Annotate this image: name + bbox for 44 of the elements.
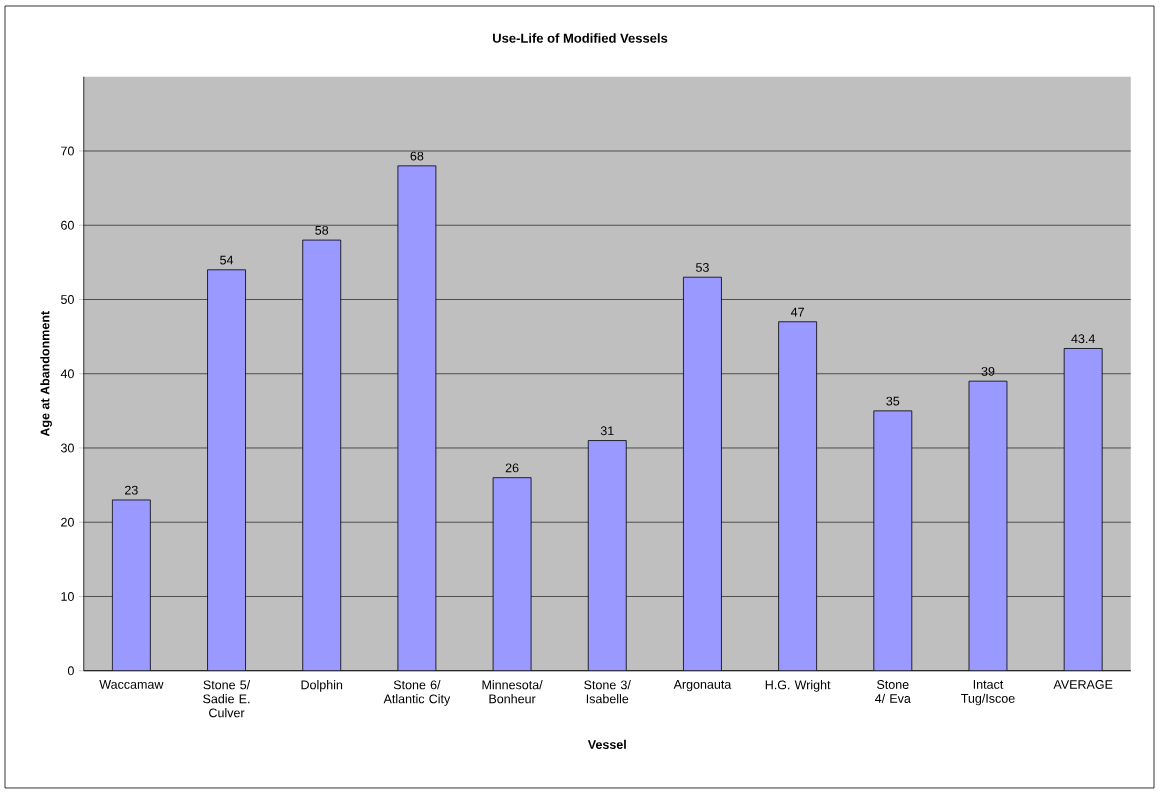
x-tick-label: Minnesota/ Bonheur <box>482 680 543 704</box>
y-tick-label: 20 <box>61 517 74 527</box>
data-label: 23 <box>125 485 138 495</box>
bar <box>207 269 246 671</box>
bar <box>493 477 532 671</box>
data-label: 39 <box>981 366 995 376</box>
x-axis-title: Vessel <box>587 739 626 749</box>
data-label: 35 <box>886 396 900 406</box>
y-tick-label: 30 <box>60 443 74 453</box>
x-tick-label: Stone 5/ Sadie E. Culver <box>203 680 251 718</box>
data-label: 58 <box>315 225 329 235</box>
x-tick-label: Waccamaw <box>99 680 164 689</box>
x-tick-label: Stone 3/ Isabelle <box>584 680 631 704</box>
x-tick-label: H.G. Wright <box>765 680 831 692</box>
y-tick-label: 40 <box>60 369 74 379</box>
x-tick-label: Dolphin <box>301 680 343 692</box>
x-tick-label: AVERAGE <box>1053 680 1113 689</box>
x-tick-label: Stone 6/ Atlantic City <box>383 680 451 706</box>
data-label: 68 <box>410 151 424 161</box>
bar <box>968 381 1007 671</box>
bar <box>112 499 151 671</box>
bar <box>873 410 912 671</box>
chart-title: Use-Life of Modified Vessels <box>493 33 668 43</box>
bar <box>302 240 341 671</box>
data-label: 53 <box>695 263 709 272</box>
data-label: 26 <box>505 463 519 473</box>
y-tick-label: 0 <box>67 666 74 676</box>
data-label: 43.4 <box>1071 334 1095 344</box>
data-label: 47 <box>790 307 804 317</box>
y-tick-label: 50 <box>61 295 74 304</box>
bar <box>588 440 627 671</box>
x-tick-label: Intact Tug/Iscoe <box>961 680 1015 706</box>
bar <box>683 277 722 671</box>
bar <box>397 165 436 671</box>
y-tick-label: 10 <box>61 592 74 601</box>
data-label: 54 <box>220 255 234 265</box>
y-axis-title: Age at Abandonment <box>40 311 52 437</box>
x-tick-label: Stone 4/ Eva <box>875 680 911 703</box>
bar <box>778 321 817 671</box>
data-label: 31 <box>600 426 614 436</box>
y-tick-label: 70 <box>61 146 74 156</box>
x-tick-label: Argonauta <box>673 680 732 692</box>
bar <box>1063 348 1103 671</box>
y-tick-label: 60 <box>61 220 74 230</box>
